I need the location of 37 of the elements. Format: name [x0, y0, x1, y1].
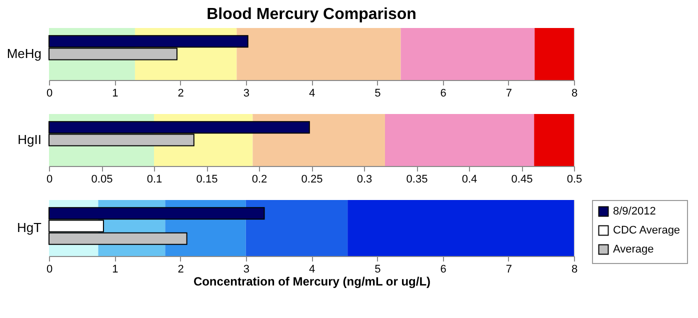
x-tick-label: 0.35 — [406, 174, 428, 186]
x-tick-label: 7 — [506, 88, 512, 100]
x-tick-label: 6 — [440, 88, 446, 100]
x-tick-label: 3 — [243, 264, 250, 276]
x-tick-label: 0.45 — [511, 174, 533, 186]
x-tick-label: 0.1 — [146, 174, 162, 186]
legend-label: 8/9/2012 — [613, 206, 656, 218]
x-tick-label: 0.3 — [356, 174, 372, 186]
x-tick-label: 0.15 — [196, 174, 218, 186]
x-tick-label: 4 — [308, 88, 316, 100]
x-tick-label: 0 — [46, 88, 53, 100]
x-tick-label: 2 — [178, 264, 184, 276]
x-tick-label: 7 — [506, 264, 512, 276]
x-tick-label: 0.5 — [566, 174, 582, 186]
y-tick-label: MeHg — [6, 46, 42, 61]
x-tick-label: 0.4 — [462, 174, 478, 186]
x-tick-label: 6 — [440, 264, 446, 276]
x-tick-label: 0 — [46, 174, 53, 186]
x-tick-label: 1 — [112, 264, 118, 276]
legend-label: CDC Average — [613, 224, 680, 236]
x-tick-label: 3 — [243, 88, 250, 100]
x-tick-label: 1 — [112, 88, 118, 100]
chart-title: Blood Mercury Comparison — [206, 6, 416, 23]
x-tick-label: 5 — [374, 88, 381, 100]
x-tick-label: 0.2 — [252, 174, 268, 186]
x-tick-label: 0.25 — [301, 174, 323, 186]
x-tick-label: 0.05 — [91, 174, 113, 186]
y-tick-label: HgT — [16, 220, 42, 235]
x-tick-label: 5 — [374, 264, 381, 276]
x-tick-label: 8 — [571, 88, 578, 100]
y-tick-label: HgII — [18, 132, 42, 147]
x-tick-label: 8 — [571, 264, 578, 276]
x-tick-label: 0 — [46, 264, 53, 276]
x-tick-label: 2 — [178, 88, 184, 100]
x-tick-label: 4 — [308, 264, 316, 276]
x-axis-title: Concentration of Mercury (ng/mL or ug/L) — [193, 274, 431, 288]
legend-label: Average — [613, 244, 654, 256]
